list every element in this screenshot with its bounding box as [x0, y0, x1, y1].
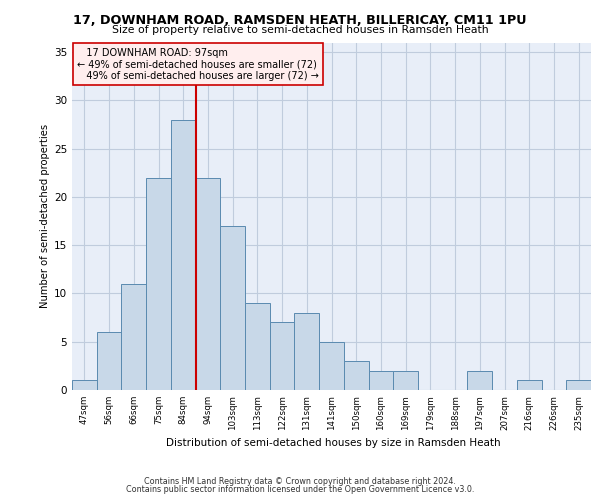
- Text: 17 DOWNHAM ROAD: 97sqm
← 49% of semi-detached houses are smaller (72)
   49% of : 17 DOWNHAM ROAD: 97sqm ← 49% of semi-det…: [77, 48, 319, 81]
- Text: 17, DOWNHAM ROAD, RAMSDEN HEATH, BILLERICAY, CM11 1PU: 17, DOWNHAM ROAD, RAMSDEN HEATH, BILLERI…: [73, 14, 527, 27]
- Bar: [121, 284, 146, 390]
- Bar: [146, 178, 171, 390]
- Bar: [319, 342, 344, 390]
- Bar: [196, 178, 220, 390]
- Bar: [517, 380, 542, 390]
- Text: Size of property relative to semi-detached houses in Ramsden Heath: Size of property relative to semi-detach…: [112, 25, 488, 35]
- Bar: [368, 370, 393, 390]
- Bar: [220, 226, 245, 390]
- Bar: [393, 370, 418, 390]
- Bar: [97, 332, 121, 390]
- Text: Contains HM Land Registry data © Crown copyright and database right 2024.: Contains HM Land Registry data © Crown c…: [144, 477, 456, 486]
- Bar: [295, 313, 319, 390]
- Text: Distribution of semi-detached houses by size in Ramsden Heath: Distribution of semi-detached houses by …: [166, 438, 500, 448]
- Text: Contains public sector information licensed under the Open Government Licence v3: Contains public sector information licen…: [126, 484, 474, 494]
- Bar: [245, 303, 270, 390]
- Bar: [344, 361, 368, 390]
- Bar: [467, 370, 492, 390]
- Bar: [72, 380, 97, 390]
- Bar: [566, 380, 591, 390]
- Bar: [171, 120, 196, 390]
- Y-axis label: Number of semi-detached properties: Number of semi-detached properties: [40, 124, 50, 308]
- Bar: [270, 322, 295, 390]
